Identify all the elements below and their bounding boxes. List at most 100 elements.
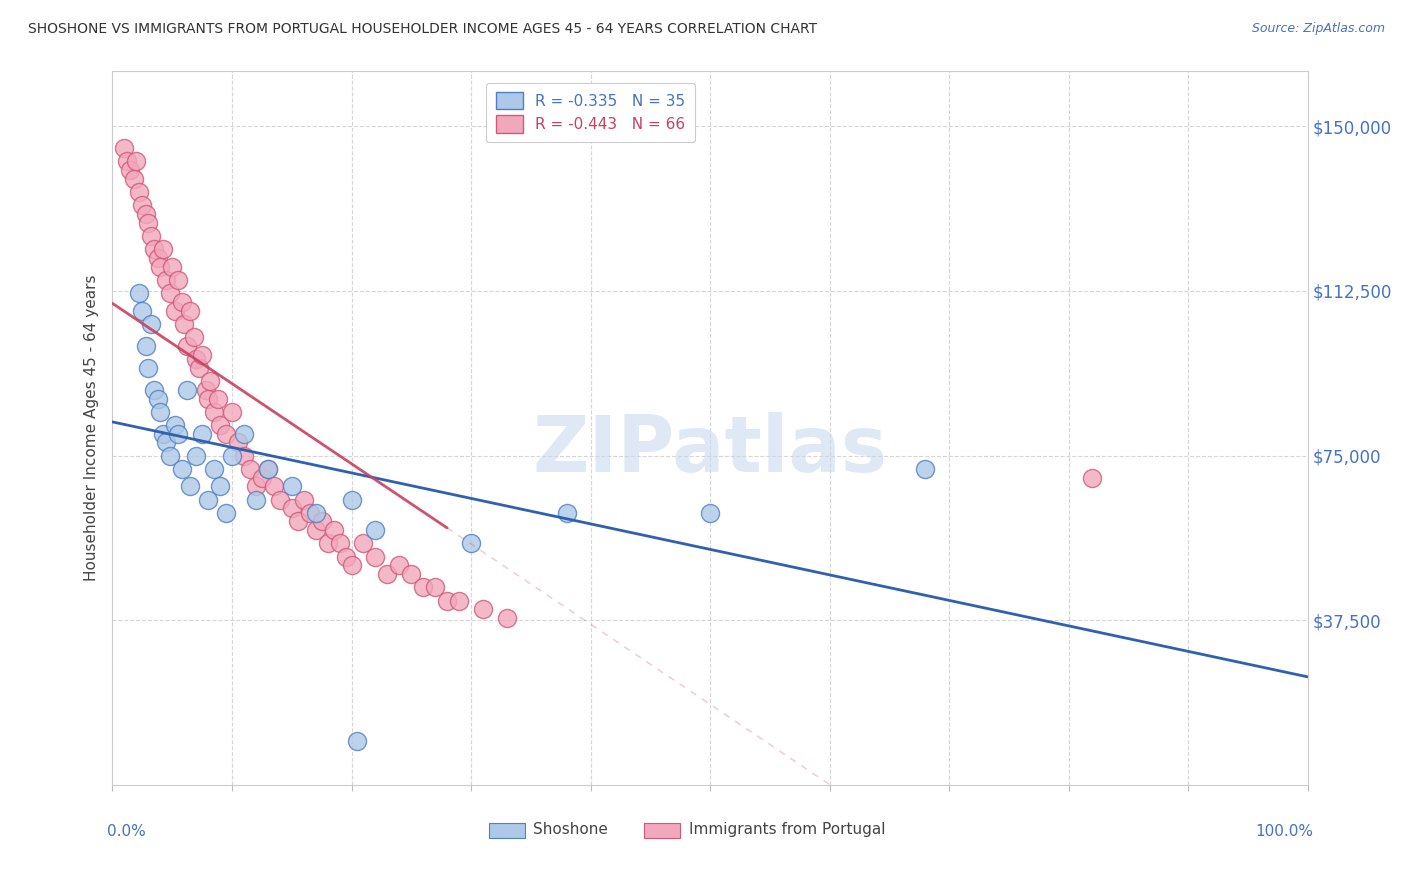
Point (263, 479, 285, 493)
Point (149, 405, 172, 419)
Point (167, 273, 190, 287)
Point (215, 426, 238, 441)
Point (139, 229, 162, 244)
Point (281, 479, 304, 493)
Point (186, 351, 208, 366)
Point (159, 449, 181, 463)
Point (699, 506, 721, 520)
Point (155, 435, 177, 450)
Text: 0.0%: 0.0% (107, 824, 145, 839)
Text: Source: ZipAtlas.com: Source: ZipAtlas.com (1251, 22, 1385, 36)
Point (257, 462, 280, 476)
FancyBboxPatch shape (644, 822, 681, 838)
Point (197, 492, 219, 507)
Point (305, 506, 328, 520)
Point (233, 449, 256, 463)
Point (146, 392, 169, 406)
Point (215, 506, 238, 520)
Point (221, 405, 243, 419)
Point (170, 294, 193, 309)
Point (155, 273, 177, 287)
Point (146, 251, 169, 265)
Point (149, 260, 172, 274)
Point (250, 470, 273, 484)
Text: SHOSHONE VS IMMIGRANTS FROM PORTUGAL HOUSEHOLDER INCOME AGES 45 - 64 YEARS CORRE: SHOSHONE VS IMMIGRANTS FROM PORTUGAL HOU… (28, 22, 817, 37)
Point (388, 558, 411, 573)
Point (128, 286, 150, 301)
Point (138, 360, 160, 375)
Point (364, 549, 387, 564)
Point (202, 462, 225, 476)
Point (316, 536, 339, 550)
Y-axis label: Householder Income Ages 45 - 64 years: Householder Income Ages 45 - 64 years (84, 275, 100, 582)
FancyBboxPatch shape (489, 822, 524, 838)
Point (179, 303, 201, 318)
Point (226, 435, 249, 450)
Point (233, 426, 256, 441)
Point (221, 449, 243, 463)
Point (163, 303, 186, 318)
Point (239, 462, 262, 476)
Point (200, 374, 222, 388)
Point (197, 392, 219, 406)
Point (114, 141, 135, 155)
Point (555, 506, 578, 520)
Point (167, 426, 190, 441)
Point (287, 515, 309, 529)
Point (194, 383, 217, 397)
Point (179, 479, 201, 493)
Point (340, 492, 363, 507)
Point (245, 479, 267, 493)
Point (159, 286, 181, 301)
Point (131, 303, 153, 318)
Text: Shoshone: Shoshone (533, 822, 607, 838)
Point (152, 426, 174, 441)
Point (281, 501, 304, 516)
Text: 100.0%: 100.0% (1256, 824, 1313, 839)
Point (436, 593, 458, 607)
Point (128, 185, 150, 199)
Point (163, 417, 186, 432)
Point (401, 567, 423, 582)
Point (329, 536, 352, 550)
Point (340, 558, 363, 573)
Point (346, 734, 368, 748)
Point (207, 392, 229, 406)
Point (191, 348, 214, 362)
Point (425, 580, 447, 594)
Point (914, 462, 936, 476)
Point (1081, 470, 1104, 484)
Point (352, 536, 374, 550)
Point (162, 260, 183, 274)
Legend: R = -0.335   N = 35, R = -0.443   N = 66: R = -0.335 N = 35, R = -0.443 N = 66 (486, 83, 695, 143)
Point (472, 602, 495, 616)
Point (139, 317, 162, 331)
Point (183, 330, 205, 344)
Point (209, 417, 232, 432)
Point (209, 479, 232, 493)
Point (135, 207, 157, 221)
Text: Immigrants from Portugal: Immigrants from Portugal (689, 822, 884, 838)
Point (143, 383, 166, 397)
Point (115, 154, 138, 169)
Point (152, 242, 174, 256)
Point (292, 492, 315, 507)
Point (245, 492, 267, 507)
Point (257, 462, 280, 476)
Point (187, 360, 209, 375)
Point (311, 515, 333, 529)
Point (131, 198, 153, 212)
Point (335, 549, 357, 564)
Point (138, 216, 160, 230)
Point (364, 523, 387, 537)
Point (412, 580, 434, 594)
Point (191, 426, 214, 441)
Point (170, 462, 193, 476)
Point (125, 154, 148, 169)
Text: ZIPatlas: ZIPatlas (533, 411, 887, 488)
Point (143, 242, 166, 256)
Point (377, 567, 399, 582)
Point (202, 405, 225, 419)
Point (298, 506, 321, 520)
Point (460, 536, 482, 550)
